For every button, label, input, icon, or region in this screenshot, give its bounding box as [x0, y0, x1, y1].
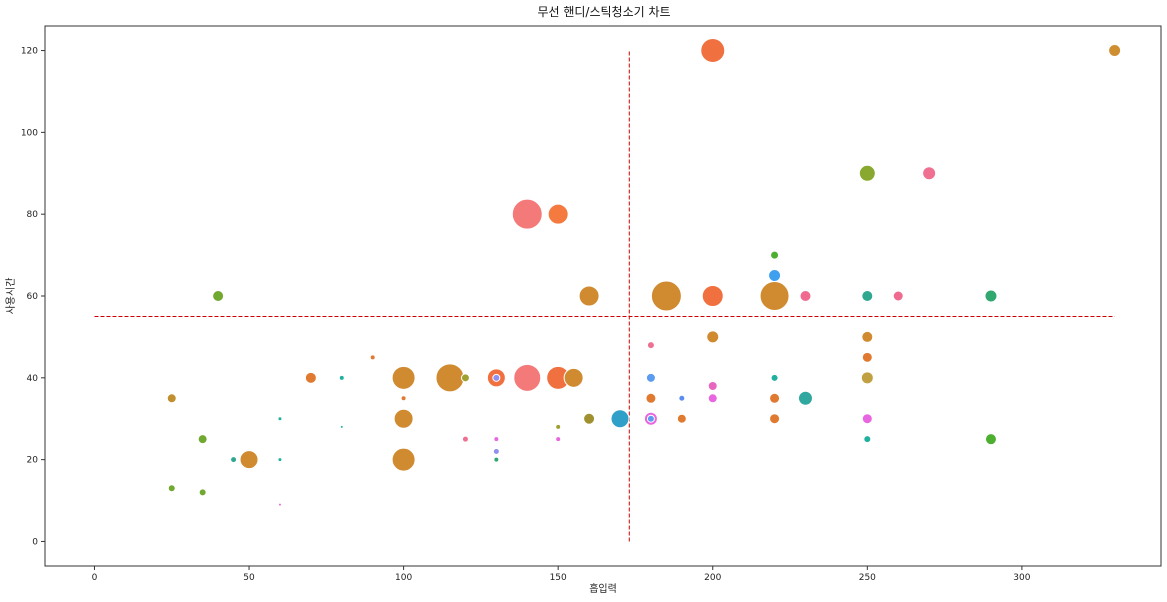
scatter-point: [610, 409, 630, 429]
y-tick-label: 40: [27, 374, 39, 384]
x-tick-label: 0: [92, 573, 98, 583]
scatter-point: [646, 341, 655, 350]
y-tick-label: 20: [27, 456, 39, 466]
scatter-point: [563, 367, 584, 388]
scatter-point: [461, 435, 469, 443]
scatter-point: [555, 423, 562, 430]
scatter-point: [769, 392, 781, 404]
scatter-point: [707, 381, 718, 391]
scatter-point: [984, 433, 997, 446]
scatter-point: [707, 393, 718, 404]
scatter-point: [583, 412, 596, 425]
data-points: [166, 38, 1122, 507]
axis-ticks: 0 50 100 150 200 250 300 0 20 40 60 80 100 120: [21, 47, 1031, 583]
scatter-point: [701, 285, 724, 307]
scatter-point: [770, 373, 779, 382]
scatter-point: [578, 285, 600, 307]
y-tick-label: 80: [27, 210, 39, 220]
scatter-point: [391, 365, 416, 390]
chart-title: 무선 핸디/스틱청소기 차트: [537, 4, 670, 19]
scatter-point: [676, 413, 687, 424]
scatter-point: [799, 290, 812, 302]
x-tick-label: 50: [243, 573, 255, 583]
scatter-point: [493, 456, 500, 463]
x-tick-label: 150: [550, 573, 567, 583]
scatter-point: [393, 408, 414, 429]
scatter-point: [369, 354, 376, 361]
scatter-point: [922, 166, 937, 181]
y-tick-label: 120: [21, 47, 38, 57]
scatter-point: [492, 447, 500, 455]
scatter-point: [700, 38, 726, 64]
x-tick-label: 100: [395, 573, 412, 583]
scatter-point: [860, 371, 874, 385]
scatter-point: [391, 447, 416, 472]
y-axis-label: 사용시간: [5, 278, 17, 315]
x-tick-label: 250: [859, 573, 876, 583]
scatter-point: [769, 413, 781, 425]
scatter-point: [892, 290, 904, 302]
y-tick-label: 100: [21, 128, 38, 138]
scatter-point: [797, 390, 813, 406]
scatter-point: [513, 363, 542, 392]
scatter-point: [277, 502, 282, 507]
scatter-point: [197, 434, 208, 445]
scatter-point: [304, 371, 317, 384]
x-tick-label: 300: [1013, 573, 1030, 583]
scatter-point: [555, 436, 562, 443]
x-tick-label: 200: [704, 573, 721, 583]
scatter-point: [770, 250, 780, 260]
scatter-point: [861, 351, 873, 363]
scatter-point: [706, 330, 720, 344]
x-axis-label: 흡입력: [589, 582, 617, 595]
scatter-point: [167, 484, 176, 493]
scatter-point: [547, 203, 569, 225]
scatter-point: [984, 289, 998, 303]
scatter-point: [198, 488, 207, 497]
scatter-point: [759, 281, 790, 311]
scatter-point: [435, 363, 465, 393]
scatter-point: [277, 416, 283, 422]
scatter-point: [678, 394, 686, 402]
scatter-point: [239, 450, 259, 470]
scatter-point: [861, 330, 874, 343]
scatter-point: [166, 393, 177, 404]
scatter-point: [400, 395, 407, 402]
scatter-point: [645, 372, 656, 383]
scatter-point: [646, 414, 655, 423]
y-tick-label: 0: [32, 537, 38, 547]
scatter-point: [511, 198, 543, 230]
scatter-point: [212, 290, 225, 302]
scatter-point: [339, 424, 344, 429]
scatter-point: [338, 374, 345, 381]
scatter-point: [460, 373, 470, 383]
scatter-point: [650, 280, 682, 312]
scatter-point: [861, 413, 873, 425]
scatter-point: [492, 373, 501, 382]
scatter-point: [645, 392, 657, 404]
y-tick-label: 60: [27, 292, 39, 302]
scatter-point: [277, 457, 283, 463]
scatter-point: [858, 164, 876, 182]
scatter-point: [493, 436, 500, 443]
scatter-point: [768, 269, 782, 283]
scatter-point: [861, 290, 874, 302]
reference-lines: [94, 50, 1115, 542]
scatter-point: [230, 456, 238, 464]
scatter-point: [863, 435, 872, 444]
scatter-point: [1108, 44, 1122, 58]
